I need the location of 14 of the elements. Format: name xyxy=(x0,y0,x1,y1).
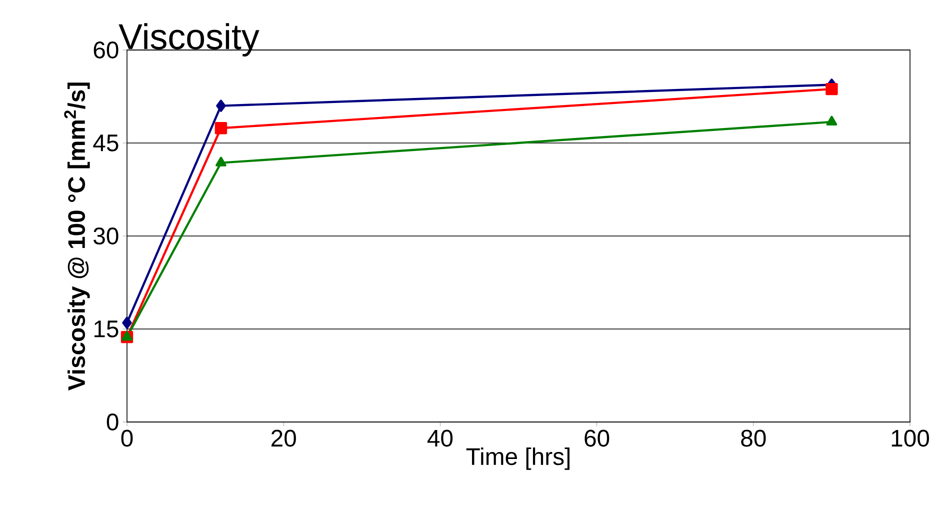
y-tick-label: 60 xyxy=(94,42,118,58)
x-tick-label: 20 xyxy=(272,430,296,447)
x-tick-label: 0 xyxy=(121,430,133,447)
x-tick-label: 60 xyxy=(584,430,610,447)
x-tick-label: 80 xyxy=(741,430,766,447)
x-tick-label: 40 xyxy=(427,430,453,447)
y-tick-label: 45 xyxy=(93,134,118,152)
y-tick-label: 30 xyxy=(94,228,118,244)
y-tick-label: 15 xyxy=(94,320,118,338)
x-tick-label: 100 xyxy=(892,430,930,447)
text: Viscosity @ 100 °C [mm$^{2}$/s] xyxy=(64,82,90,391)
chart-title: Viscosity xyxy=(118,23,260,56)
x-axis-title: Time [hrs] xyxy=(466,448,570,470)
y-tick-label: 0 xyxy=(106,414,118,430)
